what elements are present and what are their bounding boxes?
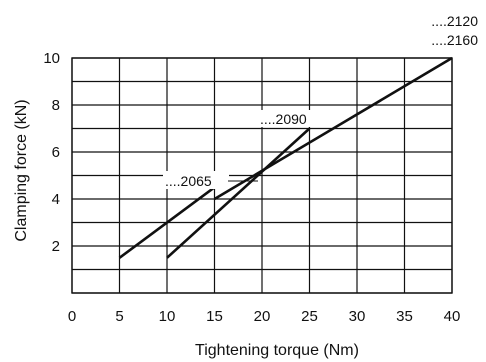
x-tick-label: 35: [396, 308, 413, 325]
y-tick-label: 6: [52, 144, 60, 161]
series-line: [213, 56, 453, 201]
y-tick-label: 2: [52, 238, 60, 255]
y-tick-label: 10: [43, 50, 60, 67]
tick-labels: 0 5 10 15 20 25 30 35 40 2 4 6 8 10: [43, 50, 460, 325]
annotation-2160: ....2160: [431, 32, 478, 48]
annotation-2120: ....2120: [431, 13, 478, 29]
y-tick-label: 8: [52, 97, 60, 114]
series-lines: [118, 56, 453, 259]
annotation-background: [163, 171, 229, 189]
annotation-label: ....2160: [431, 32, 478, 48]
plot-frame: [71, 57, 453, 294]
annotation-2090: ....2090: [258, 110, 316, 127]
x-tick-label: 10: [159, 308, 176, 325]
x-tick-label: 20: [254, 308, 271, 325]
series-line: [166, 127, 311, 259]
x-tick-label: 25: [301, 308, 318, 325]
annotation-2065: ....2065: [163, 171, 258, 189]
series-annotations: ....2065 ....2090 ....2120 ....2160: [163, 13, 478, 189]
x-tick-label: 40: [444, 308, 461, 325]
annotation-label: ....2120: [431, 13, 478, 29]
annotation-label: ....2090: [260, 111, 307, 127]
x-tick-label: 30: [349, 308, 366, 325]
annotation-background: [258, 110, 316, 127]
annotation-label: ....2065: [165, 173, 212, 189]
series-line: [118, 186, 216, 259]
y-tick-label: 4: [52, 191, 60, 208]
y-axis-label: Clamping force (kN): [13, 99, 30, 241]
x-tick-label: 0: [68, 308, 76, 325]
x-tick-label: 15: [206, 308, 223, 325]
x-tick-label: 5: [115, 308, 123, 325]
x-axis-label: Tightening torque (Nm): [195, 342, 359, 359]
